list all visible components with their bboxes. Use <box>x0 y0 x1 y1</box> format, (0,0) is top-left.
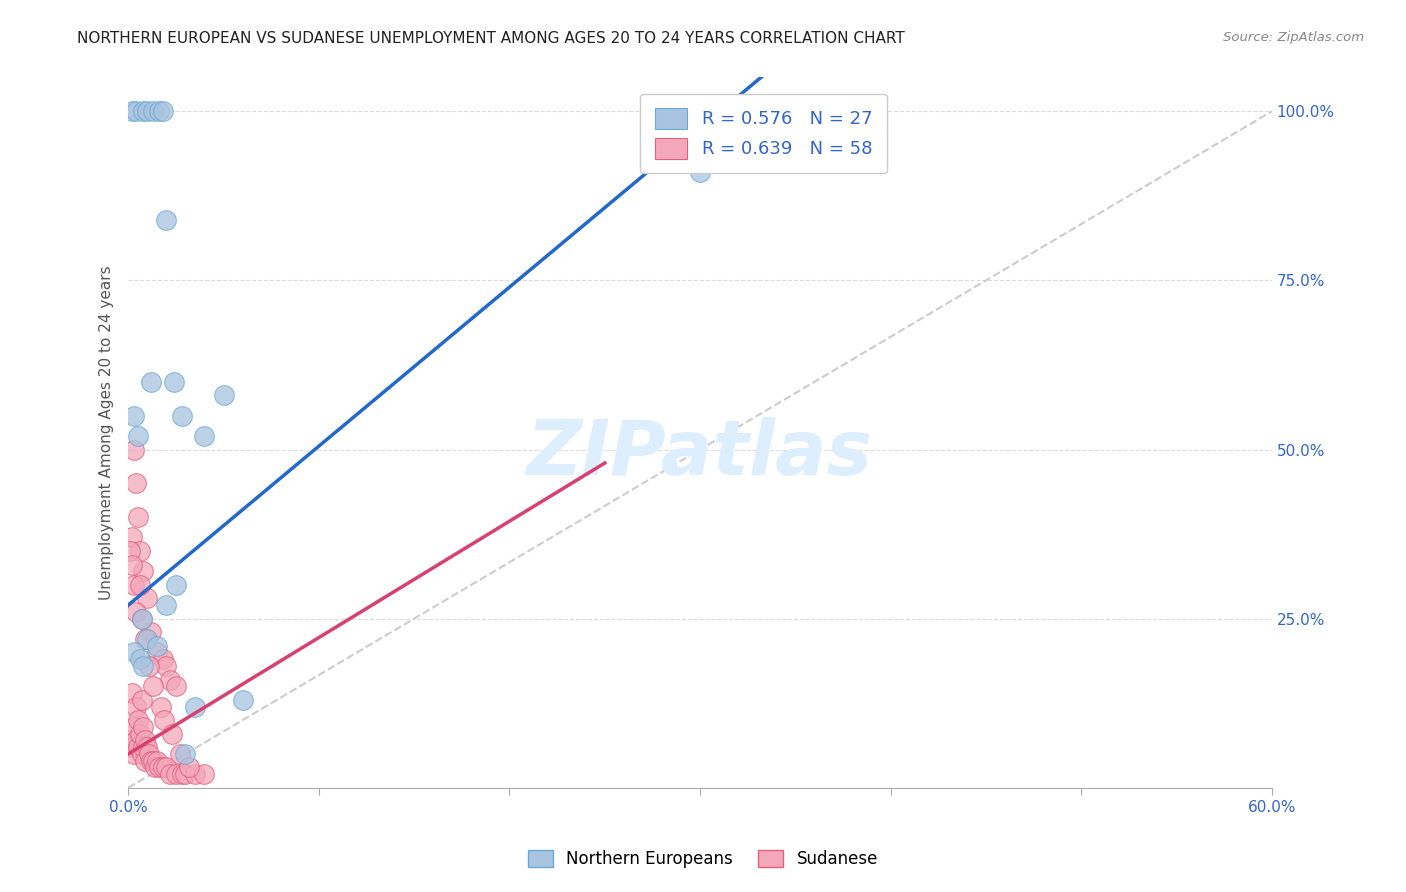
Point <box>128 544 150 558</box>
Point <box>165 767 187 781</box>
Point <box>134 632 156 646</box>
Point <box>165 578 187 592</box>
Point <box>159 673 181 687</box>
Point <box>127 510 149 524</box>
Point <box>131 747 153 761</box>
Point <box>131 612 153 626</box>
Point <box>136 632 159 646</box>
Point <box>121 558 143 572</box>
Text: NORTHERN EUROPEAN VS SUDANESE UNEMPLOYMENT AMONG AGES 20 TO 24 YEARS CORRELATION: NORTHERN EUROPEAN VS SUDANESE UNEMPLOYME… <box>77 31 905 46</box>
Point <box>122 442 145 457</box>
Point <box>131 612 153 626</box>
Point <box>193 429 215 443</box>
Point <box>127 740 149 755</box>
Point <box>184 767 207 781</box>
Point <box>149 699 172 714</box>
Point <box>136 104 159 119</box>
Point <box>174 767 197 781</box>
Point <box>122 409 145 423</box>
Point <box>125 104 148 119</box>
Point <box>152 652 174 666</box>
Legend: R = 0.576   N = 27, R = 0.639   N = 58: R = 0.576 N = 27, R = 0.639 N = 58 <box>641 94 887 173</box>
Point <box>170 409 193 423</box>
Point <box>121 104 143 119</box>
Point <box>174 747 197 761</box>
Point <box>134 754 156 768</box>
Point <box>163 375 186 389</box>
Point <box>128 652 150 666</box>
Point <box>193 767 215 781</box>
Point <box>184 699 207 714</box>
Point <box>139 754 162 768</box>
Point <box>153 713 176 727</box>
Point <box>125 699 148 714</box>
Point <box>160 726 183 740</box>
Point <box>139 375 162 389</box>
Point <box>170 767 193 781</box>
Point <box>139 625 162 640</box>
Point <box>132 740 155 755</box>
Text: Source: ZipAtlas.com: Source: ZipAtlas.com <box>1223 31 1364 45</box>
Point <box>148 760 170 774</box>
Point <box>165 679 187 693</box>
Point <box>155 760 177 774</box>
Legend: Northern Europeans, Sudanese: Northern Europeans, Sudanese <box>522 843 884 875</box>
Point <box>127 713 149 727</box>
Point <box>689 165 711 179</box>
Text: ZIPatlas: ZIPatlas <box>527 417 873 491</box>
Point <box>121 686 143 700</box>
Point <box>132 104 155 119</box>
Point <box>155 598 177 612</box>
Point <box>125 476 148 491</box>
Point <box>143 760 166 774</box>
Point <box>134 733 156 747</box>
Point <box>122 720 145 734</box>
Point <box>138 747 160 761</box>
Point <box>136 740 159 755</box>
Point <box>120 733 142 747</box>
Point <box>132 564 155 578</box>
Point <box>179 760 201 774</box>
Point <box>127 429 149 443</box>
Point <box>232 693 254 707</box>
Point <box>122 747 145 761</box>
Point <box>125 605 148 619</box>
Point <box>146 639 169 653</box>
Point <box>132 659 155 673</box>
Point <box>148 104 170 119</box>
Point <box>152 104 174 119</box>
Point <box>159 767 181 781</box>
Point <box>128 578 150 592</box>
Point <box>146 645 169 659</box>
Point <box>142 679 165 693</box>
Point <box>138 659 160 673</box>
Point <box>155 212 177 227</box>
Point <box>122 578 145 592</box>
Point <box>136 591 159 606</box>
Point <box>121 740 143 755</box>
Point <box>125 733 148 747</box>
Y-axis label: Unemployment Among Ages 20 to 24 years: Unemployment Among Ages 20 to 24 years <box>100 265 114 600</box>
Point <box>142 104 165 119</box>
Point <box>131 693 153 707</box>
Point <box>128 726 150 740</box>
Point <box>120 544 142 558</box>
Point <box>121 531 143 545</box>
Point <box>122 645 145 659</box>
Point <box>142 754 165 768</box>
Point <box>212 388 235 402</box>
Point <box>155 659 177 673</box>
Point <box>152 760 174 774</box>
Point <box>132 720 155 734</box>
Point <box>146 754 169 768</box>
Point <box>169 747 191 761</box>
